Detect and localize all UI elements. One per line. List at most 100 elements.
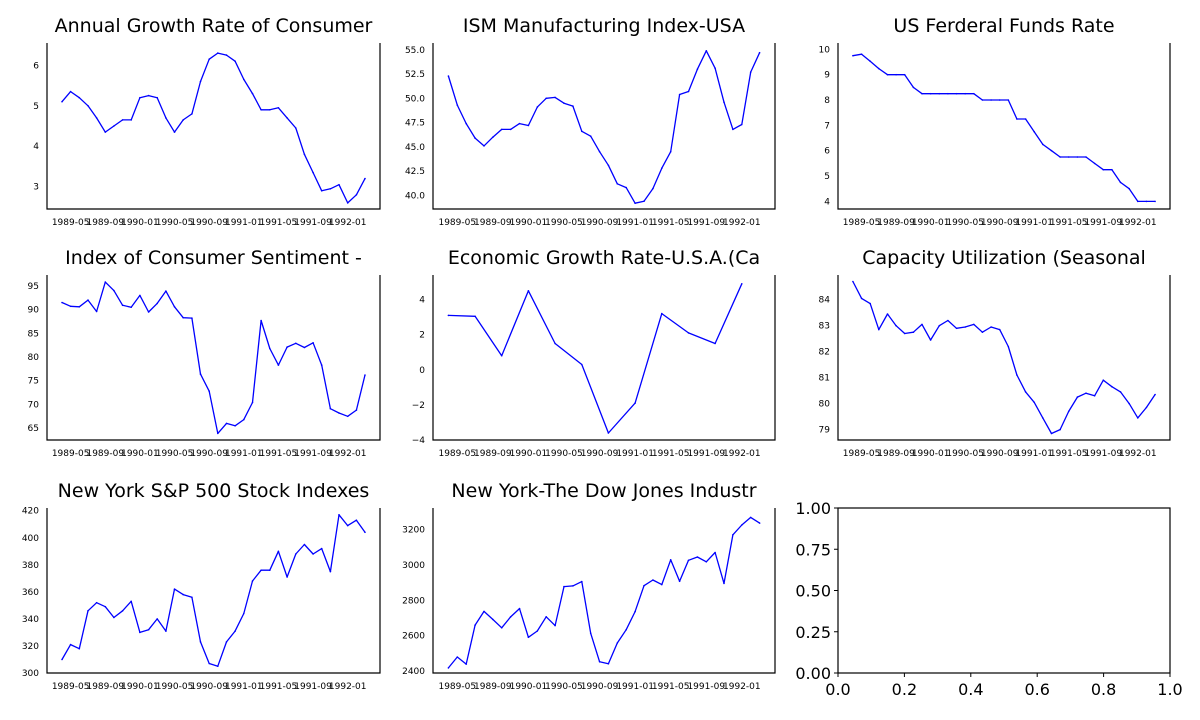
data-point xyxy=(714,67,716,69)
y-tick-label: 85 xyxy=(28,329,39,339)
y-tick-label: 0.00 xyxy=(795,664,831,683)
data-point xyxy=(251,92,254,95)
data-point xyxy=(364,177,366,180)
y-tick-label: 2800 xyxy=(402,596,425,606)
y-tick-label: 0.25 xyxy=(795,623,831,642)
x-tick-label: 0.0 xyxy=(825,680,850,699)
x-tick-label: 1991-01 xyxy=(1015,449,1053,459)
data-point xyxy=(929,92,932,95)
x-tick-label: 1990-01 xyxy=(510,682,548,692)
axes-spines xyxy=(46,508,381,674)
data-point xyxy=(741,283,743,285)
x-tick-label: 1990-01 xyxy=(121,218,159,228)
x-tick-label: 1991-09 xyxy=(294,218,332,228)
data-point xyxy=(661,312,663,315)
x-tick-label: 0.2 xyxy=(892,680,917,699)
x-tick-label: 1991-05 xyxy=(652,218,690,228)
x-tick-label: 1989-09 xyxy=(474,682,512,692)
data-point xyxy=(346,202,349,204)
data-point xyxy=(191,596,193,599)
data-point xyxy=(465,122,468,125)
data-point xyxy=(113,616,115,619)
data-point xyxy=(1042,143,1044,146)
data-point xyxy=(165,290,167,292)
data-point xyxy=(1111,385,1113,388)
x-tick-label: 1990-05 xyxy=(545,218,583,228)
data-point xyxy=(527,290,530,292)
data-point xyxy=(527,636,530,639)
data-point xyxy=(652,579,654,581)
data-point xyxy=(243,612,245,615)
y-tick-label: 400 xyxy=(22,534,39,544)
data-point xyxy=(139,294,141,297)
y-tick-label: 5 xyxy=(33,102,39,112)
data-point xyxy=(87,105,89,107)
data-point xyxy=(998,99,1001,101)
data-point xyxy=(199,80,202,83)
data-point xyxy=(492,136,494,138)
x-tick-label: 1991-01 xyxy=(225,449,263,459)
data-point xyxy=(312,342,314,344)
data-point xyxy=(87,610,89,612)
x-tick-label: 1991-01 xyxy=(616,682,654,692)
y-tick-label: 55.0 xyxy=(405,46,425,56)
x-tick-label: 1991-05 xyxy=(260,449,298,459)
y-tick-label: 6 xyxy=(824,147,830,157)
data-point xyxy=(886,73,889,76)
x-tick-label: 1990-01 xyxy=(510,449,548,459)
chart-title: Index of Consumer Sentiment - xyxy=(65,247,362,269)
data-point xyxy=(903,332,906,335)
axes-spines xyxy=(46,43,381,210)
subplot-8: New York-The Dow Jones Industr 2400 2600 28… xyxy=(402,480,776,692)
x-tick-label: 1991-01 xyxy=(225,218,263,228)
data-point xyxy=(447,314,450,317)
data-point xyxy=(251,401,254,404)
data-point xyxy=(104,605,107,608)
y-tick-label: 95 xyxy=(28,282,39,292)
data-point xyxy=(456,656,459,658)
y-tick-label: 70 xyxy=(28,400,40,410)
data-point xyxy=(687,332,690,334)
data-point xyxy=(173,306,176,308)
data-point xyxy=(938,92,941,95)
data-point xyxy=(581,130,583,133)
x-tick-label: 1990-01 xyxy=(912,449,950,459)
data-point xyxy=(678,93,681,96)
data-point xyxy=(69,305,72,308)
data-point xyxy=(563,585,565,588)
data-point xyxy=(1076,396,1079,398)
axes-spines xyxy=(432,275,776,441)
data-point xyxy=(191,113,193,115)
data-point xyxy=(260,109,262,111)
data-point xyxy=(1137,200,1139,203)
y-tick-label: 420 xyxy=(22,507,39,517)
data-point xyxy=(474,137,476,139)
data-point xyxy=(69,90,72,93)
x-tick-label: 1991-09 xyxy=(687,682,725,692)
subplot-6: Capacity Utilization (Seasonal 79 80 81 82 83… xyxy=(819,247,1171,459)
x-tick-label: 1989-05 xyxy=(438,682,476,692)
data-point xyxy=(1093,395,1096,397)
data-point xyxy=(121,610,124,612)
data-point xyxy=(474,624,476,626)
data-point xyxy=(947,92,949,95)
data-point xyxy=(1137,417,1139,419)
data-point xyxy=(295,127,297,129)
subplot-9: 0.00 0.25 0.50 0.75 1.00 0.0 0.2 0.4 0.6 0.8 1.0 xyxy=(795,499,1182,699)
x-tick-label: 1990-09 xyxy=(981,449,1019,459)
data-point xyxy=(156,96,158,99)
x-tick-label: 1992-01 xyxy=(329,449,367,459)
y-tick-label: 1.00 xyxy=(795,499,831,518)
data-point xyxy=(1154,200,1156,203)
y-tick-label: 40.0 xyxy=(405,191,425,201)
data-point xyxy=(527,124,530,127)
data-point xyxy=(749,516,752,519)
x-tick-label: 1989-09 xyxy=(474,449,512,459)
x-tick-label: 1990-05 xyxy=(156,218,194,228)
x-tick-label: 1989-09 xyxy=(86,449,124,459)
data-point xyxy=(355,409,358,411)
data-point xyxy=(104,281,107,283)
series-line xyxy=(61,52,366,204)
data-point xyxy=(938,324,941,327)
data-point xyxy=(355,519,358,521)
